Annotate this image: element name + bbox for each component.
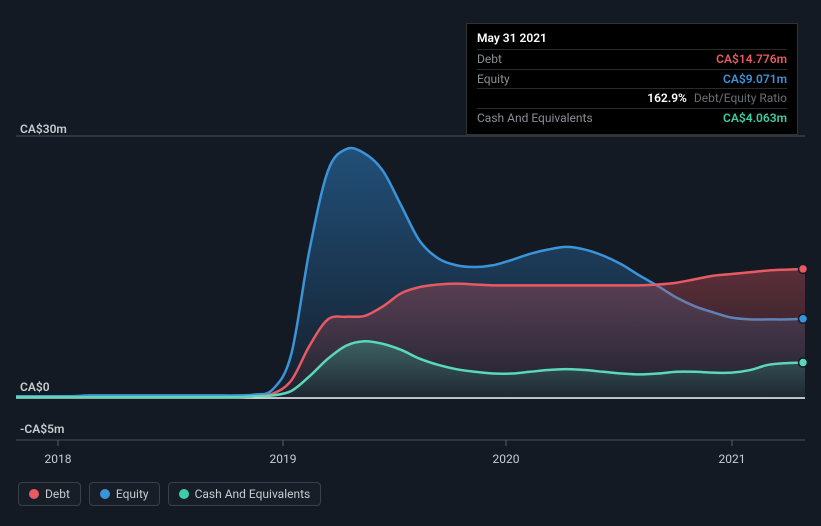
tooltip-row-equity: Equity CA$9.071m xyxy=(477,69,787,89)
y-axis-label-30: CA$30m xyxy=(20,122,67,136)
legend-item-debt[interactable]: Debt xyxy=(18,482,81,506)
tooltip-row-ratio: 162.9% Debt/Equity Ratio xyxy=(477,88,787,108)
tooltip-row-debt: Debt CA$14.776m xyxy=(477,49,787,69)
tooltip-value: CA$4.063m xyxy=(723,110,787,127)
tooltip-label xyxy=(477,90,507,107)
tooltip-label: Cash And Equivalents xyxy=(477,110,623,127)
tooltip-date: May 31 2021 xyxy=(477,30,787,47)
legend-swatch xyxy=(179,489,189,499)
legend-swatch xyxy=(29,489,39,499)
legend-swatch xyxy=(100,489,110,499)
tooltip-value: CA$14.776m xyxy=(716,51,787,68)
tooltip-suffix: Debt/Equity Ratio xyxy=(694,91,787,105)
tooltip-label: Equity xyxy=(477,71,540,88)
tooltip-row-cash: Cash And Equivalents CA$4.063m xyxy=(477,108,787,128)
tooltip-value: 162.9% xyxy=(647,91,687,105)
tooltip: May 31 2021 Debt CA$14.776m Equity CA$9.… xyxy=(466,23,798,135)
legend-label: Debt xyxy=(45,487,70,501)
x-axis-label-2019: 2019 xyxy=(270,452,297,466)
tooltip-label: Debt xyxy=(477,51,532,68)
tooltip-value: CA$9.071m xyxy=(723,71,787,88)
legend: Debt Equity Cash And Equivalents xyxy=(18,482,321,506)
x-axis-label-2020: 2020 xyxy=(493,452,520,466)
legend-label: Cash And Equivalents xyxy=(195,487,311,501)
y-axis-label-0: CA$0 xyxy=(20,380,50,394)
x-axis-label-2021: 2021 xyxy=(719,452,746,466)
legend-item-cash[interactable]: Cash And Equivalents xyxy=(168,482,322,506)
x-axis-label-2018: 2018 xyxy=(45,452,72,466)
y-axis-label-neg5: -CA$5m xyxy=(20,422,64,436)
chart-container: CA$30m CA$0 -CA$5m 2018 2019 2020 2021 M… xyxy=(0,0,821,526)
legend-label: Equity xyxy=(116,487,149,501)
legend-item-equity[interactable]: Equity xyxy=(89,482,160,506)
